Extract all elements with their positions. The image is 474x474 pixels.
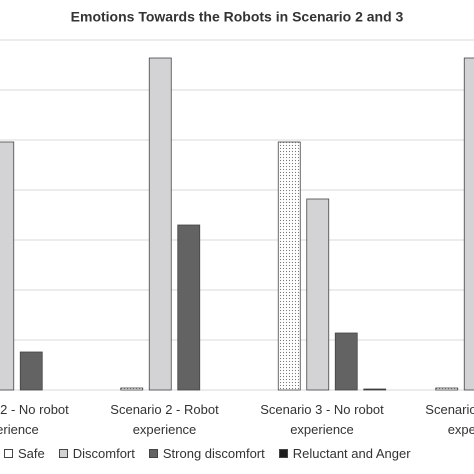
- legend-label: Discomfort: [72, 446, 135, 461]
- bar: [120, 387, 144, 391]
- bar: [334, 332, 358, 391]
- bar: [0, 141, 15, 391]
- legend-label: Reluctant and Anger: [292, 446, 411, 461]
- bar: [177, 224, 201, 391]
- x-tick-label: Scenario 3 - No robot experience: [260, 402, 384, 437]
- legend-swatch: [4, 449, 13, 458]
- legend-item: Strong discomfort: [148, 446, 265, 461]
- bar: [306, 198, 330, 391]
- legend-label: Safe: [18, 446, 45, 461]
- legend: Safe Discomfort Strong discomfort Reluctant…: [4, 446, 411, 461]
- x-tick-label: Scenario 2 - Robot experience: [110, 402, 219, 437]
- bar: [435, 387, 459, 391]
- legend-item: Discomfort: [58, 446, 135, 461]
- chart-title: Emotions Towards the Robots in Scenario …: [71, 9, 404, 25]
- legend-swatch: [278, 449, 288, 458]
- legend-swatch: [58, 449, 68, 458]
- bar: [148, 57, 172, 391]
- legend-item: Reluctant and Anger: [278, 446, 411, 461]
- bar: [19, 351, 43, 391]
- bar: [363, 388, 387, 391]
- x-tick-label: Scenario 3 - Robot experience: [425, 402, 474, 437]
- bar: [463, 57, 474, 391]
- legend-item: Safe: [4, 446, 45, 461]
- bar: [277, 141, 301, 391]
- x-tick-label: Scenario 2 - No robot experience: [0, 402, 69, 437]
- legend-label: Strong discomfort: [162, 446, 265, 461]
- legend-swatch: [148, 449, 158, 458]
